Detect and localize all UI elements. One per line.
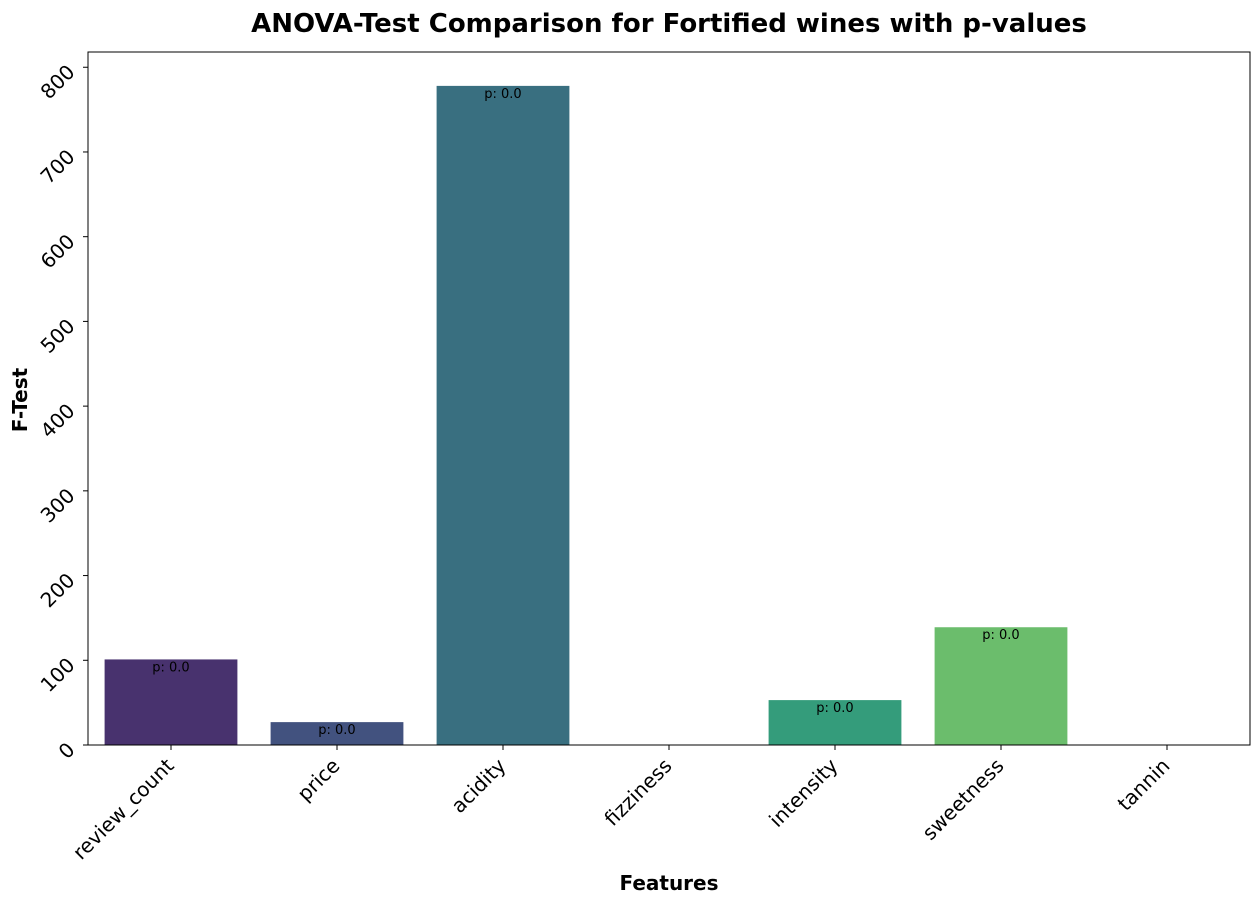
y-tick-label-0: 0 <box>54 738 80 764</box>
x-tick-label-review_count: review_count <box>68 753 179 864</box>
y-tick-label-400: 400 <box>36 399 80 443</box>
bar-label-price: p: 0.0 <box>318 723 355 738</box>
chart-title: ANOVA-Test Comparison for Fortified wine… <box>251 9 1087 39</box>
y-axis-label: F-Test <box>8 367 32 432</box>
bar-label-intensity: p: 0.0 <box>816 701 853 716</box>
x-tick-label-price: price <box>292 754 344 806</box>
bar-review_count <box>104 659 238 745</box>
bar-price <box>270 722 404 745</box>
x-tick-label-intensity: intensity <box>764 753 842 831</box>
x-axis-label: Features <box>619 871 718 895</box>
y-tick-label-100: 100 <box>36 653 80 697</box>
x-tick-label-fizziness: fizziness <box>599 754 676 831</box>
x-tick-label-acidity: acidity <box>446 753 510 817</box>
plot-frame <box>87 51 1251 746</box>
bar-label-acidity: p: 0.0 <box>484 87 521 102</box>
bar-intensity <box>768 700 902 745</box>
y-tick-label-500: 500 <box>36 314 80 358</box>
bar-label-sweetness: p: 0.0 <box>982 628 1019 643</box>
bar-acidity <box>436 85 570 746</box>
plot-area: p: 0.0 p: 0.0 p: 0.0 p: 0.0 p: 0.0 0 100 200 300… <box>36 51 1251 864</box>
y-tick-label-300: 300 <box>36 483 80 527</box>
x-tick-label-tannin: tannin <box>1113 754 1175 816</box>
bar-sweetness <box>934 627 1068 745</box>
y-tick-label-800: 800 <box>36 60 80 104</box>
bar-label-review_count: p: 0.0 <box>152 660 189 675</box>
y-tick-label-700: 700 <box>36 145 80 189</box>
y-tick-label-600: 600 <box>36 229 80 273</box>
y-tick-label-200: 200 <box>36 568 80 612</box>
x-tick-label-sweetness: sweetness <box>917 754 1008 845</box>
